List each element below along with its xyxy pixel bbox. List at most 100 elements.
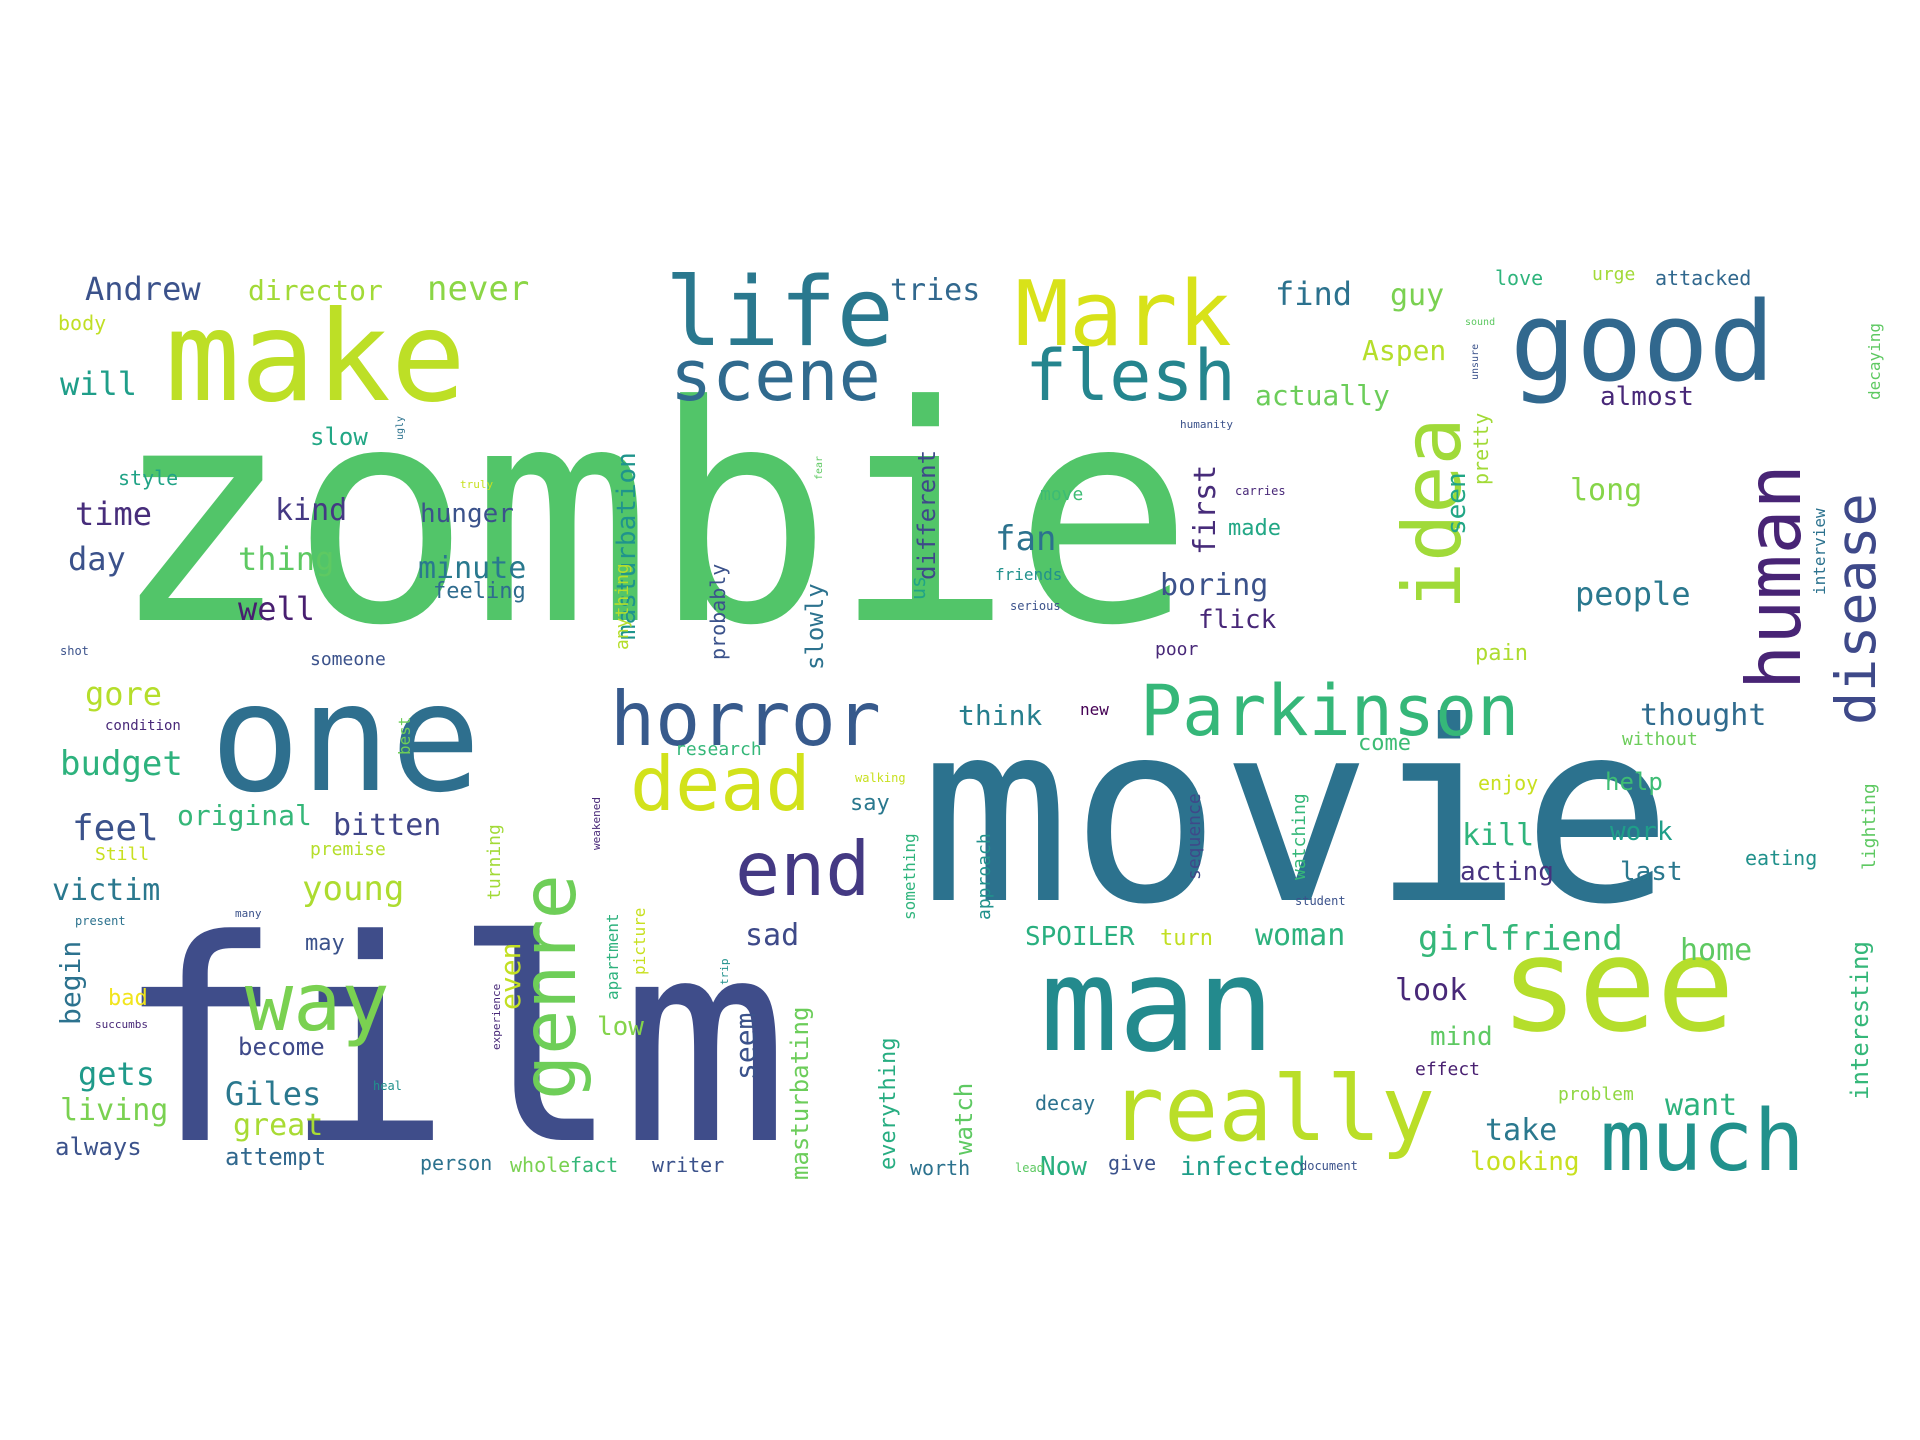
word-look: look <box>1395 973 1467 1008</box>
word-now: Now <box>1040 1152 1087 1182</box>
word-apartment: apartment <box>603 913 622 1000</box>
word-still: Still <box>95 844 149 865</box>
word-attacked: attacked <box>1655 266 1751 290</box>
word-slow: slow <box>310 423 368 451</box>
word-document: document <box>1300 1159 1358 1173</box>
word-man: man <box>1040 929 1275 1081</box>
word-urge: urge <box>1592 264 1635 285</box>
word-horror: horror <box>610 675 881 763</box>
word-time: time <box>75 495 152 533</box>
word-dead: dead <box>630 740 811 828</box>
word-come: come <box>1358 731 1411 756</box>
word-minute: minute <box>418 551 526 586</box>
word-feeling: feeling <box>433 579 526 604</box>
word-watching: watching <box>1289 793 1310 880</box>
word-long: long <box>1570 473 1642 508</box>
word-find: find <box>1275 275 1352 313</box>
word-think: think <box>958 699 1042 732</box>
word-truly: truly <box>460 478 493 491</box>
word-without: without <box>1622 729 1698 750</box>
word-bitten: bitten <box>333 808 441 843</box>
word-guy: guy <box>1390 278 1444 313</box>
word-last: last <box>1620 857 1683 887</box>
word-tries: tries <box>890 273 980 308</box>
word-acting: acting <box>1460 857 1554 887</box>
word-human: human <box>1730 464 1818 690</box>
word-take: take <box>1485 1113 1557 1148</box>
word-turning: turning <box>484 824 505 900</box>
word-research: research <box>675 739 762 760</box>
word-original: original <box>177 799 312 832</box>
word-slowly: slowly <box>801 583 829 670</box>
word-problem: problem <box>1558 1084 1634 1105</box>
word-see: see <box>1500 909 1735 1061</box>
word-masturbation: masturbation <box>612 452 642 640</box>
word-day: day <box>68 540 126 578</box>
word-whole: whole <box>510 1153 570 1177</box>
word-move: move <box>1040 484 1083 505</box>
word-fear: fear <box>814 456 825 480</box>
word-interesting: interesting <box>1846 941 1874 1100</box>
word-new: new <box>1080 700 1109 719</box>
word-genre: genre <box>505 874 593 1100</box>
word-worth: worth <box>910 1156 970 1180</box>
word-turn: turn <box>1160 926 1213 951</box>
word-film: film <box>115 881 789 1207</box>
word-fan: fan <box>995 519 1056 559</box>
word-really: really <box>1110 1057 1435 1162</box>
word-experience: experience <box>490 984 503 1050</box>
word-made: made <box>1228 516 1281 541</box>
word-victim: victim <box>52 873 160 908</box>
word-weakened: weakened <box>590 797 603 850</box>
word-spoiler: SPOILER <box>1025 922 1135 952</box>
word-well: well <box>238 590 315 628</box>
word-succumbs: succumbs <box>95 1018 148 1031</box>
word-much: much <box>1600 1092 1805 1191</box>
word-may: may <box>305 931 345 956</box>
word-sound: sound <box>1465 317 1495 328</box>
word-help: help <box>1605 768 1663 796</box>
word-budget: budget <box>60 744 183 784</box>
word-first: first <box>1188 465 1223 555</box>
word-way: way <box>245 956 390 1049</box>
word-approach: approach <box>974 833 995 920</box>
word-pretty: pretty <box>1469 413 1493 485</box>
word-young: young <box>302 869 404 909</box>
word-serious: serious <box>1010 599 1061 613</box>
word-fact: fact <box>570 1153 618 1177</box>
word-something: something <box>900 833 919 920</box>
word-girlfriend: girlfriend <box>1418 919 1623 959</box>
word-good: good <box>1510 278 1775 406</box>
word-anything: anything <box>612 563 633 650</box>
word-probably: probably <box>706 564 730 660</box>
word-picture: picture <box>630 908 649 975</box>
word-actually: actually <box>1255 379 1390 412</box>
word-love: love <box>1495 266 1543 290</box>
word-infected: infected <box>1180 1152 1305 1182</box>
word-almost: almost <box>1600 382 1694 412</box>
word-interview: interview <box>1810 508 1829 595</box>
word-begin: begin <box>54 941 87 1025</box>
word-writer: writer <box>652 1153 724 1177</box>
word-people: people <box>1575 575 1691 613</box>
word-sequence: sequence <box>1184 793 1205 880</box>
word-kind: kind <box>275 493 347 528</box>
word-heal: heal <box>373 1079 402 1093</box>
word-watch: watch <box>950 1083 978 1155</box>
word-many: many <box>235 907 262 920</box>
word-style: style <box>118 466 178 490</box>
word-premise: premise <box>310 839 386 860</box>
word-eating: eating <box>1745 846 1817 870</box>
word-shot: shot <box>60 644 89 658</box>
word-seen: seen <box>1442 472 1472 535</box>
word-lighting: lighting <box>1859 783 1880 870</box>
word-always: always <box>55 1133 142 1161</box>
word-disease: disease <box>1824 493 1888 725</box>
word-carries: carries <box>1235 484 1286 498</box>
word-decay: decay <box>1035 1091 1095 1115</box>
word-us: us <box>906 576 930 600</box>
word-best: best <box>395 716 414 755</box>
word-effect: effect <box>1415 1059 1480 1080</box>
